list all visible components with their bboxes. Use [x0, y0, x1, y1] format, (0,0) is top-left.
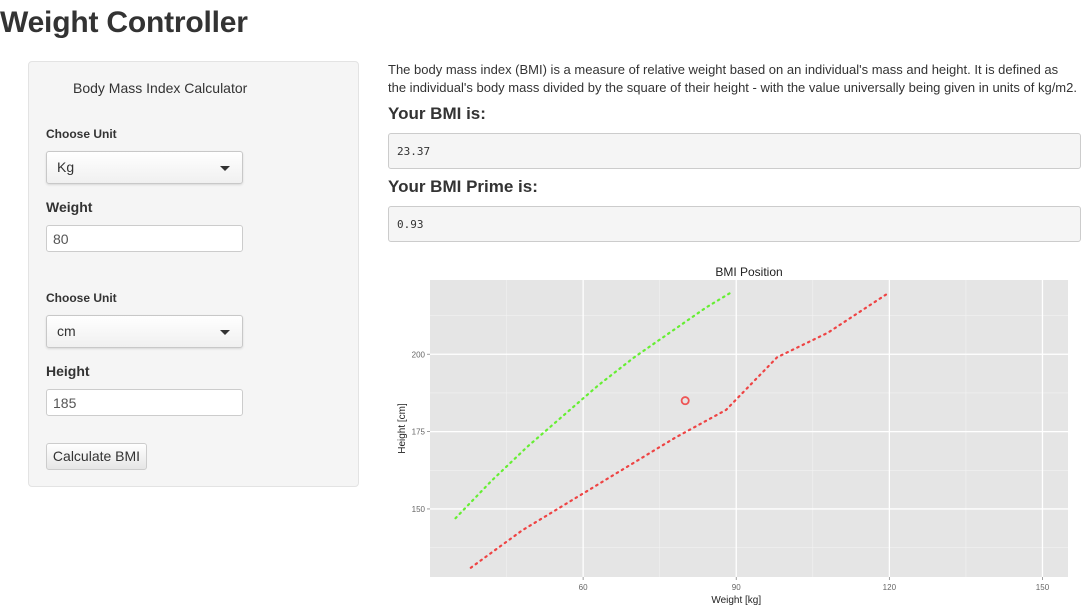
height-input[interactable]: 185: [46, 389, 243, 416]
chevron-down-icon: [220, 166, 230, 171]
height-unit-select[interactable]: cm: [46, 315, 243, 348]
lower-bmi-line: [454, 291, 733, 520]
x-axis-label: Weight [kg]: [711, 595, 761, 606]
x-tick-label: 90: [732, 583, 741, 592]
height-unit-label: Choose Unit: [46, 291, 117, 305]
bmi-position-point: [680, 396, 690, 406]
bmi-chart-svg: BMI Position 60 90 120 150 150 175 200 Weight [k…: [397, 265, 1068, 606]
y-tick-label: 175: [412, 428, 426, 437]
chart-title: BMI Position: [715, 265, 782, 279]
sidebar-title: Body Mass Index Calculator: [73, 80, 248, 96]
calculate-bmi-button[interactable]: Calculate BMI: [46, 443, 147, 470]
bmi-prime-output: 0.93: [388, 206, 1081, 242]
bmi-heading: Your BMI is:: [388, 104, 486, 123]
weight-unit-select[interactable]: Kg: [46, 151, 243, 184]
bmi-position-plot: BMI Position 60 90 120 150 150 175 200 Weight [k…: [388, 262, 1081, 607]
bmi-description: The body mass index (BMI) is a measure o…: [388, 62, 1077, 95]
y-tick-label: 150: [412, 505, 426, 514]
bmi-prime-heading: Your BMI Prime is:: [388, 177, 538, 196]
plot-panel: [430, 280, 1068, 577]
upper-bmi-line: [469, 291, 891, 569]
page-title: Weight Controller: [0, 6, 248, 39]
y-tick-label: 200: [412, 350, 426, 359]
weight-unit-value: Kg: [57, 159, 75, 175]
sidebar-panel: Body Mass Index Calculator Choose Unit K…: [28, 61, 359, 487]
x-tick-label: 60: [579, 583, 588, 592]
height-unit-value: cm: [57, 323, 76, 339]
weight-unit-label: Choose Unit: [46, 127, 117, 141]
x-tick-label: 120: [883, 583, 897, 592]
bmi-output: 23.37: [388, 133, 1081, 169]
weight-label: Weight: [46, 199, 93, 215]
weight-input[interactable]: 80: [46, 225, 243, 252]
height-label: Height: [46, 363, 90, 379]
chevron-down-icon: [220, 330, 230, 335]
y-axis-label: Height [cm]: [397, 403, 408, 454]
x-tick-label: 150: [1036, 583, 1050, 592]
